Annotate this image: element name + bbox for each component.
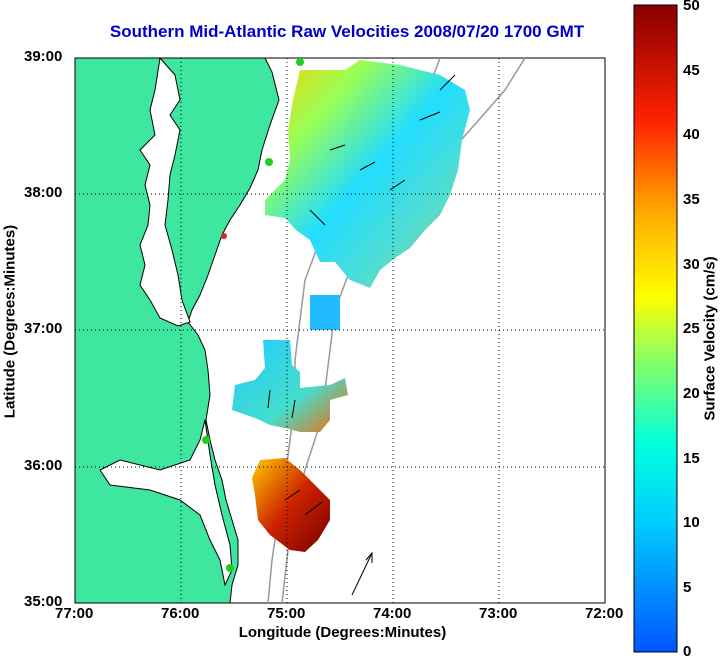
colorbar-tick-label: 10 — [683, 514, 700, 531]
x-tick-label: 75:00 — [267, 605, 306, 622]
y-tick-label: 36:00 — [24, 457, 63, 474]
station-marker — [202, 436, 210, 444]
velocity-field-central — [232, 340, 348, 432]
colorbar-tick-label: 5 — [683, 579, 692, 596]
colorbar — [633, 4, 678, 653]
station-marker — [221, 233, 227, 239]
station-marker — [226, 564, 234, 572]
x-tick-label: 72:00 — [585, 605, 624, 622]
x-tick-label: 76:00 — [161, 605, 200, 622]
y-tick-label: 39:00 — [24, 48, 63, 65]
colorbar-label: Surface Velocity (cm/s) — [701, 256, 719, 421]
x-axis-label: Longitude (Degrees:Minutes) — [238, 624, 447, 641]
y-tick-label: 35:00 — [24, 593, 63, 610]
grid-lines — [75, 58, 605, 603]
x-tick-label: 74:00 — [373, 605, 412, 622]
velocity-field-south — [252, 458, 330, 552]
colorbar-tick-label: 20 — [683, 385, 700, 402]
velocity-field-north — [265, 60, 470, 288]
colorbar-tick-label: 15 — [683, 450, 700, 467]
colorbar-tick-label: 25 — [683, 320, 700, 337]
station-marker — [296, 58, 304, 66]
velocity-vectors — [267, 74, 456, 596]
pamlico-sound — [99, 419, 233, 587]
colorbar-tick-label: 45 — [683, 62, 700, 79]
colorbar-tick-label: 50 — [683, 0, 700, 14]
x-tick-label: 77:00 — [55, 605, 94, 622]
y-axis-label: Latitude (Degrees:Minutes) — [1, 224, 19, 419]
colorbar-tick-label: 40 — [683, 126, 700, 143]
colorbar-tick-label: 0 — [683, 643, 692, 660]
station-markers — [202, 58, 304, 572]
chesapeake-bay — [139, 56, 191, 327]
x-tick-label: 73:00 — [479, 605, 518, 622]
y-tick-label: 37:00 — [24, 320, 63, 337]
station-marker — [265, 158, 273, 166]
colorbar-tick-label: 35 — [683, 191, 700, 208]
colorbar-tick-label: 30 — [683, 256, 700, 273]
chart-title: Southern Mid-Atlantic Raw Velocities 200… — [109, 22, 585, 41]
velocity-field-central-small — [310, 295, 340, 330]
y-tick-label: 38:00 — [24, 184, 63, 201]
